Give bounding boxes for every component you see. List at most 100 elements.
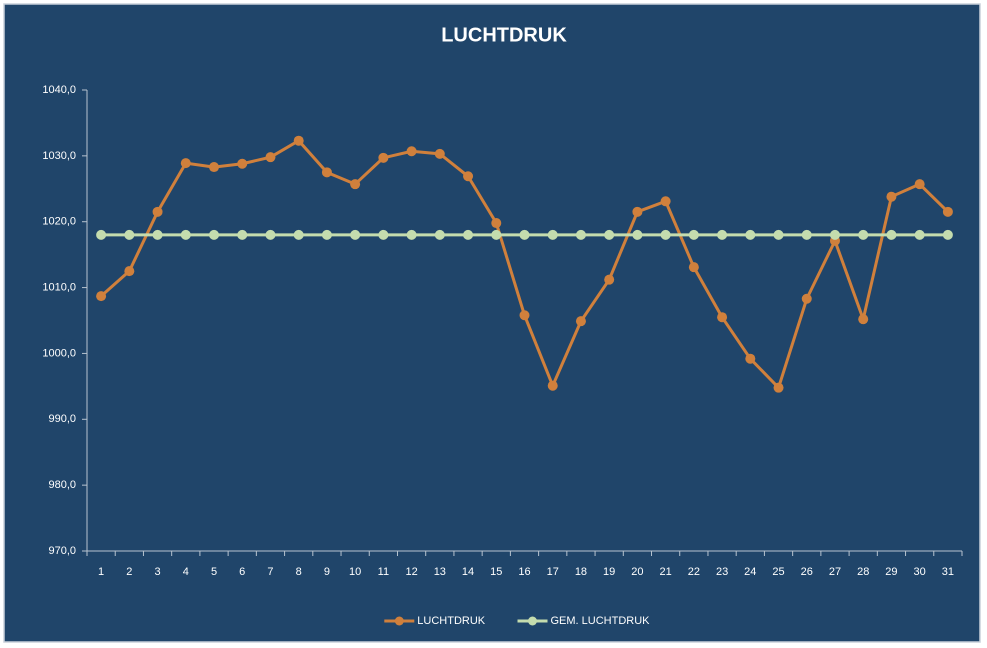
x-tick-label: 21	[660, 566, 672, 578]
x-tick-label: 19	[603, 566, 615, 578]
x-tick-label: 3	[155, 566, 161, 578]
data-point	[293, 229, 304, 240]
data-point	[152, 206, 163, 217]
x-tick-label: 20	[631, 566, 643, 578]
data-point	[237, 158, 248, 169]
x-tick-label: 27	[829, 566, 841, 578]
data-point	[519, 310, 530, 321]
y-tick-label: 1040,0	[42, 84, 76, 96]
data-point	[632, 229, 643, 240]
x-tick-label: 13	[434, 566, 446, 578]
x-tick-label: 24	[744, 566, 756, 578]
data-point	[378, 229, 389, 240]
data-point	[688, 262, 699, 273]
x-tick-label: 10	[349, 566, 361, 578]
data-point	[265, 229, 276, 240]
data-point	[575, 229, 586, 240]
data-point	[491, 218, 502, 229]
x-tick-label: 26	[801, 566, 813, 578]
data-point	[688, 229, 699, 240]
data-point	[745, 353, 756, 364]
legend-marker	[528, 616, 537, 626]
data-point	[180, 229, 191, 240]
data-point	[547, 229, 558, 240]
data-point	[942, 229, 953, 240]
data-point	[519, 229, 530, 240]
data-point	[124, 266, 135, 277]
x-tick-label: 9	[324, 566, 330, 578]
data-point	[914, 179, 925, 190]
data-point	[209, 162, 220, 173]
data-point	[575, 316, 586, 327]
data-point	[321, 229, 332, 240]
x-tick-label: 1	[98, 566, 104, 578]
chart-background	[3, 3, 981, 643]
x-tick-label: 8	[296, 566, 302, 578]
x-tick-label: 28	[857, 566, 869, 578]
x-tick-label: 18	[575, 566, 587, 578]
data-point	[180, 158, 191, 169]
x-tick-label: 30	[914, 566, 926, 578]
data-point	[886, 191, 897, 202]
data-point	[914, 229, 925, 240]
data-point	[96, 291, 107, 302]
x-tick-label: 22	[688, 566, 700, 578]
data-point	[463, 229, 474, 240]
data-point	[491, 229, 502, 240]
x-tick-label: 17	[547, 566, 559, 578]
data-point	[717, 229, 728, 240]
x-tick-label: 31	[942, 566, 954, 578]
data-point	[801, 229, 812, 240]
data-point	[604, 229, 615, 240]
y-tick-label: 980,0	[48, 479, 76, 491]
data-point	[660, 196, 671, 207]
legend-label: LUCHTDRUK	[417, 615, 486, 627]
data-point	[942, 206, 953, 217]
data-point	[463, 171, 474, 182]
data-point	[237, 229, 248, 240]
data-point	[858, 314, 869, 325]
x-tick-label: 23	[716, 566, 728, 578]
data-point	[350, 229, 361, 240]
legend-marker	[394, 616, 404, 626]
data-point	[547, 380, 558, 391]
data-point	[604, 274, 615, 285]
x-tick-label: 6	[239, 566, 245, 578]
data-point	[773, 382, 784, 393]
data-point	[96, 229, 107, 240]
x-tick-label: 7	[267, 566, 273, 578]
x-tick-label: 4	[183, 566, 189, 578]
x-tick-label: 11	[378, 566, 389, 578]
data-point	[378, 152, 389, 163]
data-point	[745, 229, 756, 240]
y-tick-label: 1020,0	[42, 216, 76, 228]
data-point	[801, 293, 812, 304]
data-point	[858, 229, 869, 240]
data-point	[829, 229, 840, 240]
data-point	[886, 229, 897, 240]
data-point	[632, 206, 643, 217]
x-tick-label: 14	[462, 566, 474, 578]
data-point	[717, 312, 728, 323]
x-tick-label: 29	[885, 566, 897, 578]
data-point	[406, 229, 417, 240]
chart-title: LUCHTDRUK	[441, 24, 567, 46]
x-tick-label: 16	[518, 566, 530, 578]
y-tick-label: 1000,0	[42, 347, 76, 359]
data-point	[660, 229, 671, 240]
data-point	[293, 135, 304, 146]
data-point	[124, 229, 135, 240]
data-point	[321, 167, 332, 178]
y-tick-label: 1010,0	[42, 281, 76, 293]
x-tick-label: 5	[211, 566, 217, 578]
data-point	[265, 152, 276, 163]
y-tick-label: 990,0	[48, 413, 76, 425]
data-point	[350, 179, 361, 190]
x-tick-label: 15	[490, 566, 502, 578]
x-tick-label: 25	[772, 566, 784, 578]
legend-label: GEM. LUCHTDRUK	[551, 615, 651, 627]
data-point	[152, 229, 163, 240]
x-tick-label: 2	[126, 566, 132, 578]
data-point	[773, 229, 784, 240]
